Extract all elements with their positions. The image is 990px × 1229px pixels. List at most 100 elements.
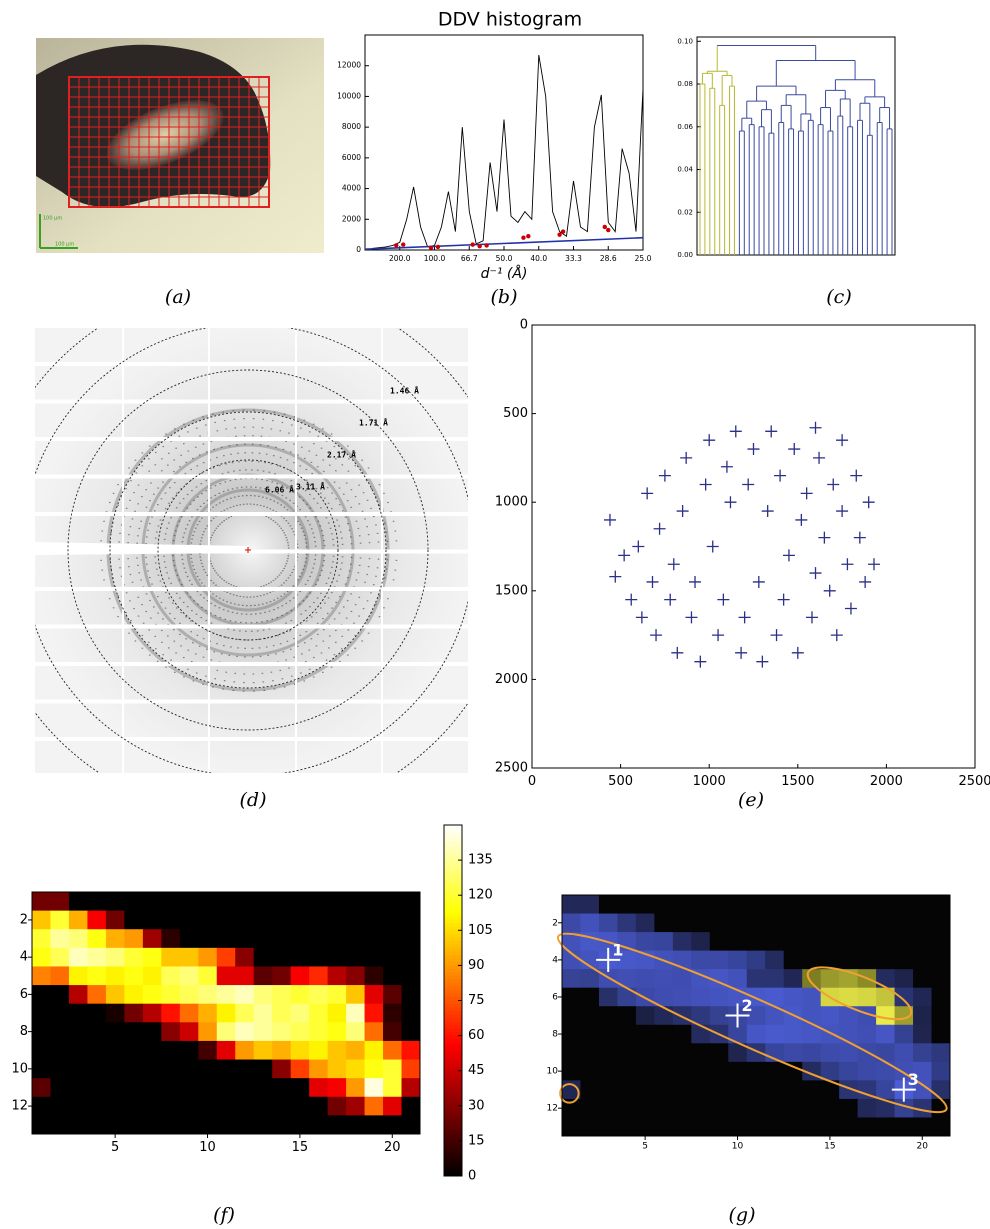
heat-cell: [272, 1115, 292, 1135]
heat-cell: [364, 929, 384, 949]
spot: [186, 575, 189, 578]
spot: [288, 667, 290, 669]
cluster-cell: [562, 1061, 581, 1081]
panel-caption: (g): [729, 1204, 756, 1226]
spot: [329, 527, 332, 529]
spot: [179, 622, 181, 624]
resolution-ring: [67, 369, 429, 731]
cluster-cell: [691, 1098, 711, 1118]
panel-caption: (e): [738, 789, 764, 811]
spot: [252, 435, 254, 437]
spot: [362, 492, 365, 494]
heat-cell: [179, 1040, 199, 1061]
heat-cell: [50, 966, 70, 986]
spot: [293, 416, 296, 418]
cluster-cell: [913, 950, 933, 970]
spot: [315, 645, 318, 647]
spot: [335, 601, 337, 604]
cluster-cell: [617, 1117, 637, 1137]
heat-cell: [68, 1022, 88, 1042]
ring-label: 2.17 Å: [327, 450, 356, 460]
spot: [154, 537, 157, 539]
spot: [186, 493, 189, 496]
spot: [330, 508, 333, 510]
spot: [320, 607, 322, 609]
spot: [366, 573, 368, 576]
cluster-cell: [931, 913, 951, 933]
spot: [154, 648, 157, 650]
colorbar-band: [444, 1133, 462, 1138]
spot: [330, 433, 333, 435]
spot: [358, 596, 361, 598]
spot: [300, 572, 303, 574]
heat-cell: [50, 1059, 70, 1079]
spot: [164, 607, 167, 609]
spot: [131, 518, 134, 520]
spot: [168, 597, 170, 599]
spot: [280, 504, 283, 506]
colorbar-band: [444, 1007, 462, 1012]
colorbar-label: 45: [468, 1063, 485, 1078]
spot: [125, 488, 127, 490]
heat-cell: [309, 1078, 329, 1098]
spot: [216, 430, 219, 432]
spot: [392, 520, 395, 522]
spot: [313, 498, 315, 500]
colorbar-band: [444, 1081, 462, 1086]
spot: [229, 479, 232, 482]
spot: [253, 503, 255, 505]
spot: [305, 479, 308, 481]
heat-cell: [50, 947, 70, 967]
module-gap: [35, 512, 468, 516]
cluster-cell: [913, 1080, 933, 1100]
spot: [148, 629, 151, 631]
spot: [173, 482, 176, 484]
spot: [167, 464, 169, 466]
heat-cell: [50, 1115, 70, 1135]
spot: [326, 487, 329, 489]
heat-cell: [198, 892, 218, 912]
spot: [190, 553, 192, 556]
spot: [164, 492, 167, 494]
spot: [145, 489, 147, 491]
spot: [354, 647, 357, 649]
cluster-cell: [839, 1098, 859, 1118]
x-tick-label: 5: [642, 1142, 648, 1152]
cluster-cell: [839, 1080, 859, 1100]
spot: [267, 445, 270, 447]
cluster-cell: [876, 987, 896, 1007]
spot-marker: [641, 487, 654, 500]
spot: [173, 629, 175, 631]
spot: [180, 487, 182, 490]
spot: [228, 517, 230, 519]
spot: [310, 528, 313, 530]
spot: [159, 580, 162, 582]
spot: [272, 419, 274, 422]
heat-cell: [50, 985, 70, 1005]
cluster-cell: [765, 969, 785, 989]
colorbar-band: [444, 930, 462, 935]
cluster-cell: [654, 1006, 674, 1026]
heat-cell: [142, 910, 162, 930]
cluster-cell: [728, 1024, 748, 1044]
colorbar-band: [444, 909, 462, 914]
spot-marker: [738, 611, 751, 624]
spot: [212, 593, 214, 595]
cluster-cell: [746, 1080, 766, 1100]
cluster-cell: [894, 895, 914, 915]
spot: [191, 583, 193, 585]
spot: [185, 483, 187, 485]
spot: [256, 630, 259, 632]
cluster-cell: [783, 932, 803, 952]
x-tick-label: 28.6: [600, 254, 617, 263]
spot: [269, 498, 272, 501]
spot: [313, 536, 316, 538]
spot: [257, 461, 260, 463]
module-gap: [35, 362, 468, 366]
heat-cell: [161, 947, 181, 967]
spot: [210, 497, 213, 499]
heat-cell: [309, 910, 329, 930]
cluster-cell: [839, 1006, 859, 1026]
cluster-cell: [746, 913, 766, 933]
cluster-cell: [580, 1024, 600, 1044]
